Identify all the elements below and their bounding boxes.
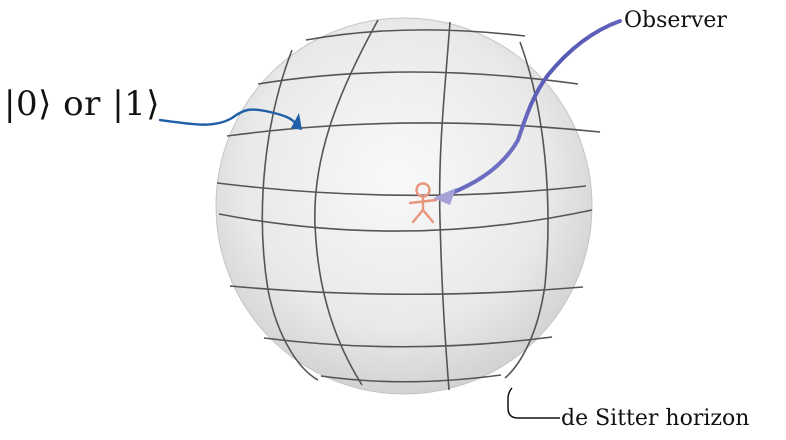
- state-label: |0⟩ or |1⟩: [4, 84, 161, 124]
- latitude-lines: [216, 29, 601, 383]
- horizon-pointer: [507, 387, 560, 419]
- longitude-lines: [261, 19, 549, 391]
- observer-figure: [408, 182, 438, 224]
- observer-arrow-head-icon: [433, 188, 456, 205]
- horizon-label: de Sitter horizon: [561, 406, 750, 431]
- observer-label: Observer: [624, 8, 727, 33]
- de-sitter-sphere: [215, 17, 593, 395]
- state-arrow-head-icon: [291, 113, 302, 130]
- state-arrow: [158, 108, 302, 130]
- observer-arrow: [433, 19, 622, 205]
